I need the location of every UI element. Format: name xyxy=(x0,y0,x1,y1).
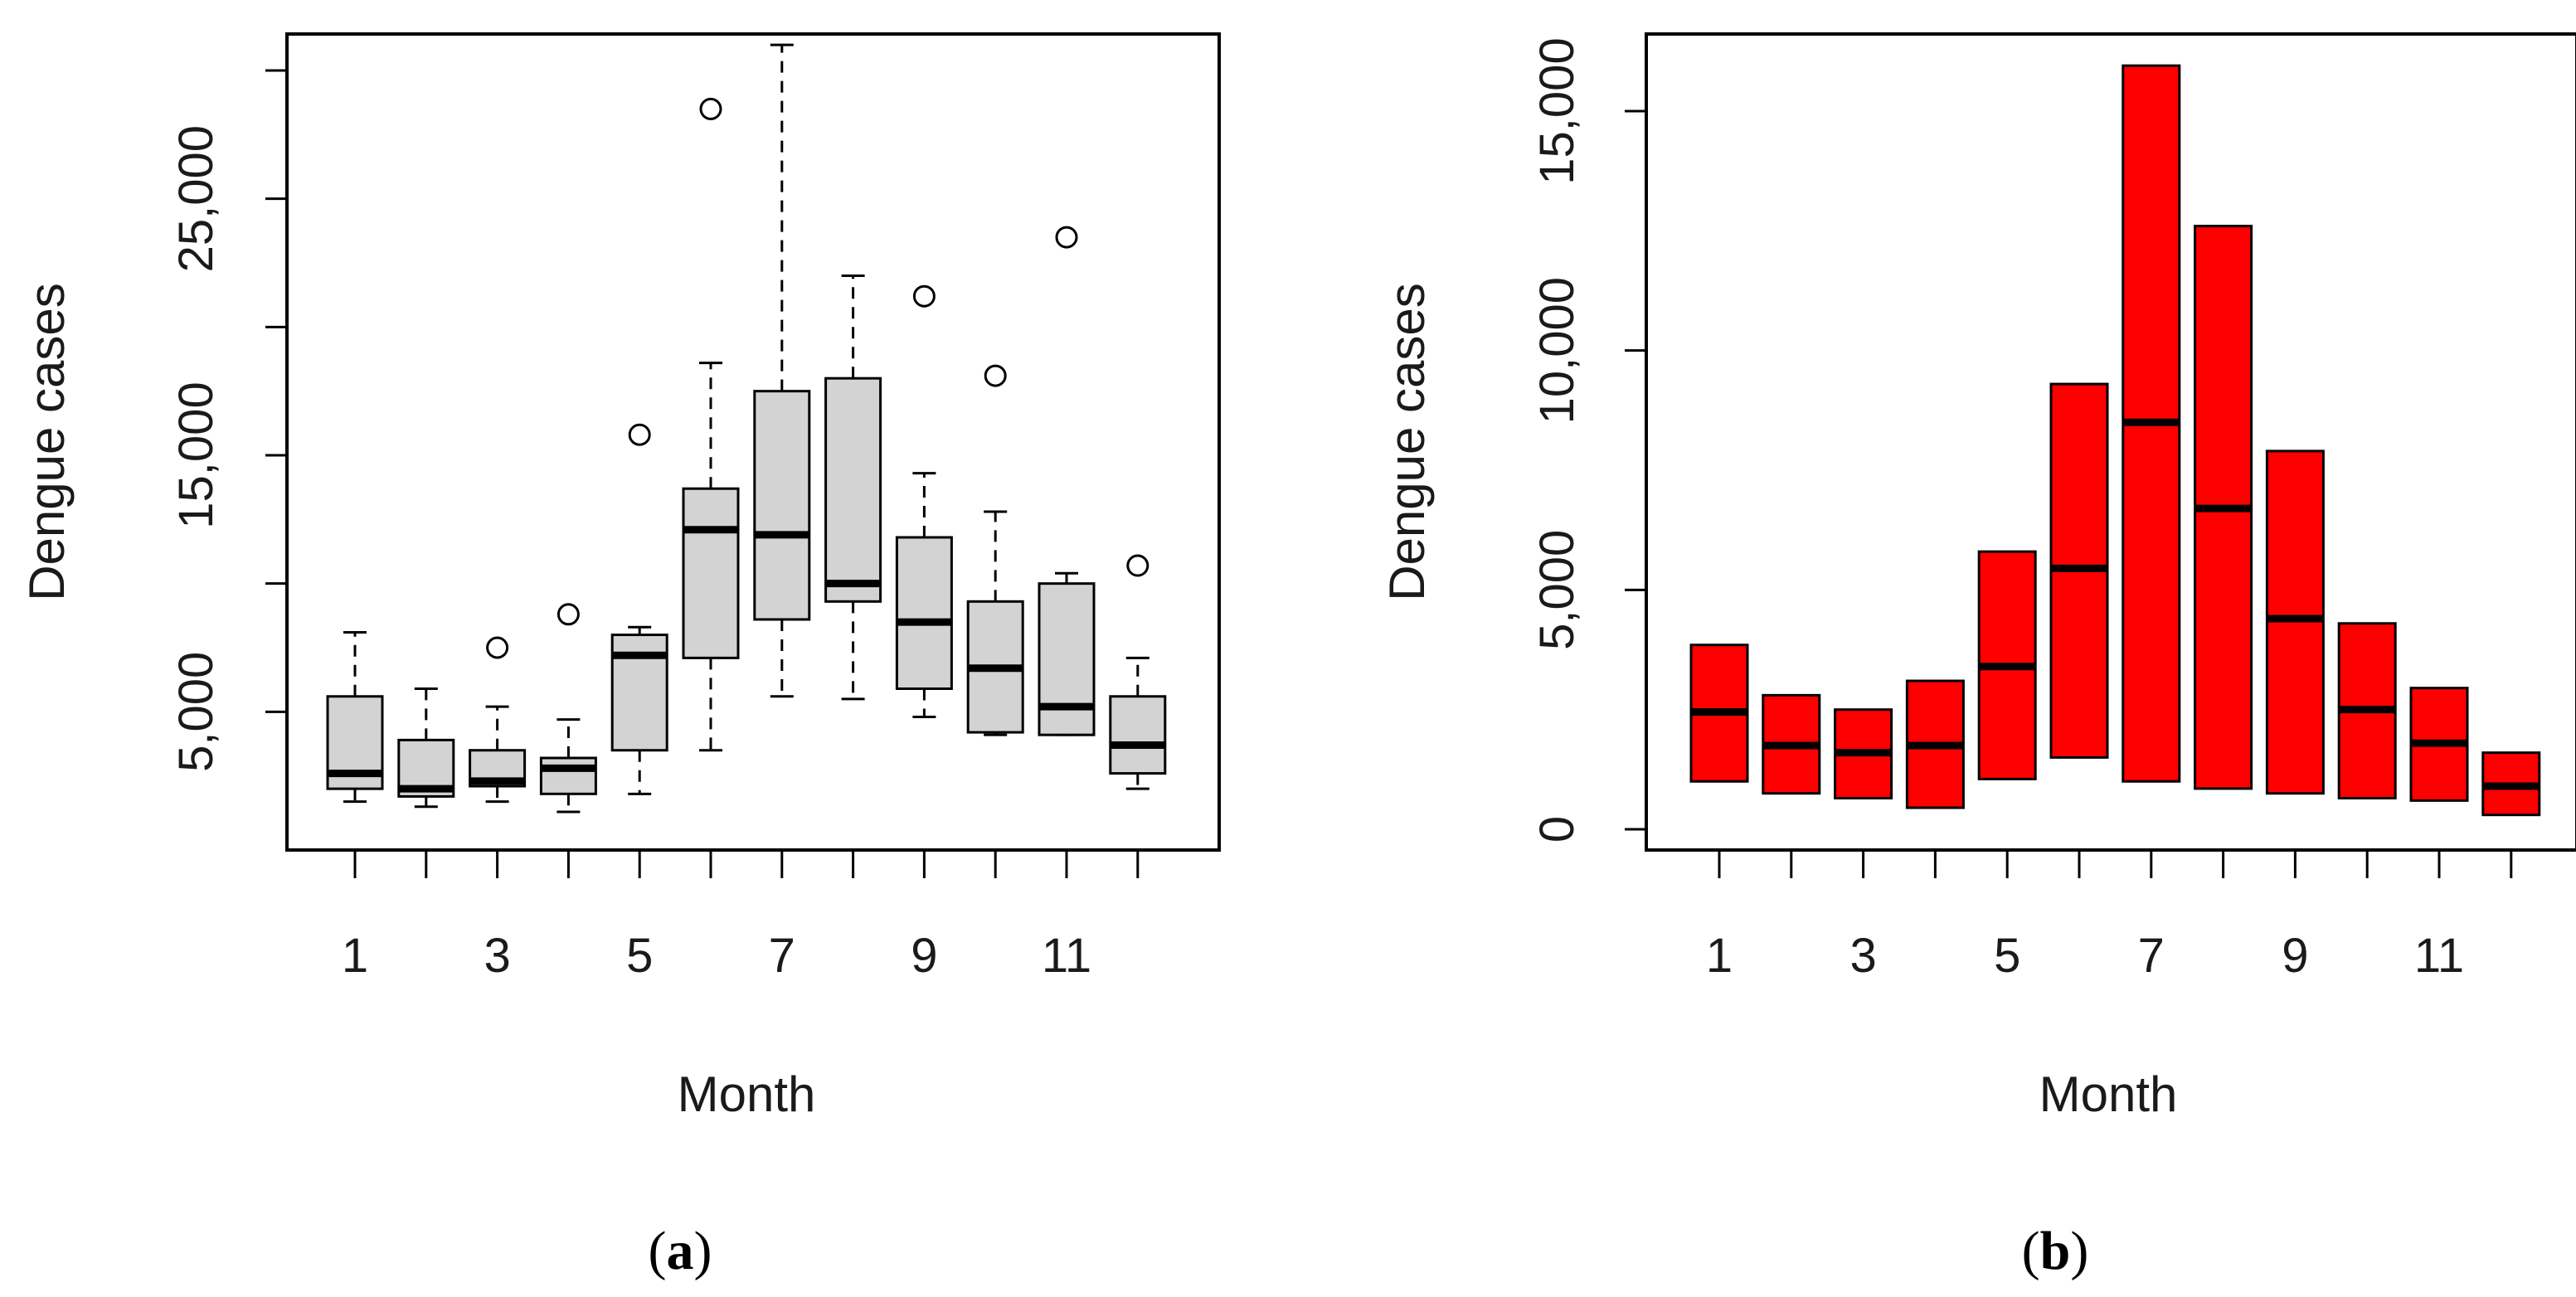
box-outlier-10-0 xyxy=(984,364,1007,387)
panel-b-y-axis: 0 5,000 10,000 15,000 xyxy=(1530,37,1646,843)
box-outlier-9-0 xyxy=(912,284,936,308)
panel-b-bars xyxy=(1689,64,2541,817)
panel-a-x-tick-label-9: 9 xyxy=(911,929,937,983)
box-7 xyxy=(753,390,811,621)
box-outlier-12-0 xyxy=(1126,554,1149,577)
box-outlier-5-0 xyxy=(628,423,651,446)
box-9 xyxy=(895,536,953,690)
panel-b-x-axis: 1 3 5 7 9 11 xyxy=(1706,850,2513,983)
panel-a-y-tick-label-1: 15,000 xyxy=(169,381,223,528)
panel-a-x-tick-label-3: 3 xyxy=(484,929,510,983)
panel-b-plot-frame xyxy=(1645,32,2576,852)
box-outlier-4-0 xyxy=(557,603,580,626)
box-12 xyxy=(1109,695,1167,775)
panel-b-y-tick-label-2: 10,000 xyxy=(1530,277,1584,424)
panel-b-x-tick-label-3: 3 xyxy=(1849,929,1876,983)
panel-a-x-axis: 1 3 5 7 9 11 xyxy=(342,850,1140,983)
panel-a-x-axis-title: Month xyxy=(678,1066,816,1122)
panel-a-boxes xyxy=(326,43,1167,814)
panel-b-x-tick-label-5: 5 xyxy=(1994,929,2020,983)
panel-a-y-tick-label-2: 25,000 xyxy=(169,125,223,272)
box-6 xyxy=(682,487,740,659)
panel-b-x-tick-label-1: 1 xyxy=(1706,929,1733,983)
panel-a-plot-frame xyxy=(285,32,1221,852)
panel-b-y-tick-label-1: 5,000 xyxy=(1530,530,1584,650)
box-outlier-11-0 xyxy=(1055,226,1078,249)
panel-b-y-tick-label-0: 0 xyxy=(1530,816,1584,843)
panel-a-y-axis-title: Dengue cases xyxy=(19,283,75,601)
panel-a-x-tick-label-11: 11 xyxy=(1042,929,1091,983)
box-outlier-6-0 xyxy=(699,97,722,120)
panel-b-caption: (b) xyxy=(2022,1221,2089,1281)
panel-a-x-tick-label-5: 5 xyxy=(626,929,653,983)
panel-a-y-axis: 5,000 15,000 25,000 xyxy=(169,69,287,772)
panel-a-x-tick-label-1: 1 xyxy=(342,929,368,983)
panel-b-y-axis-title: Dengue cases xyxy=(1379,283,1435,601)
panel-b-x-tick-label-7: 7 xyxy=(2138,929,2165,983)
panel-a-x-tick-label-7: 7 xyxy=(769,929,795,983)
box-11 xyxy=(1038,582,1096,736)
box-4 xyxy=(539,756,597,795)
box-outlier-3-0 xyxy=(486,636,509,659)
panel-b: 0 5,000 10,000 15,000 1 3 5 7 9 11 Month Dengue … xyxy=(1379,32,2576,1281)
panel-a: 5,000 15,000 25,000 1 3 5 7 9 11 Month Dengue c… xyxy=(19,32,1221,1281)
panel-b-x-tick-label-11: 11 xyxy=(2414,929,2464,983)
panel-b-x-tick-label-9: 9 xyxy=(2282,929,2308,983)
box-8 xyxy=(824,376,882,603)
panel-a-y-tick-label-0: 5,000 xyxy=(169,652,223,772)
panel-a-caption: (a) xyxy=(649,1221,712,1281)
panel-b-x-axis-title: Month xyxy=(2039,1066,2178,1122)
panel-b-y-tick-label-3: 15,000 xyxy=(1530,37,1584,184)
